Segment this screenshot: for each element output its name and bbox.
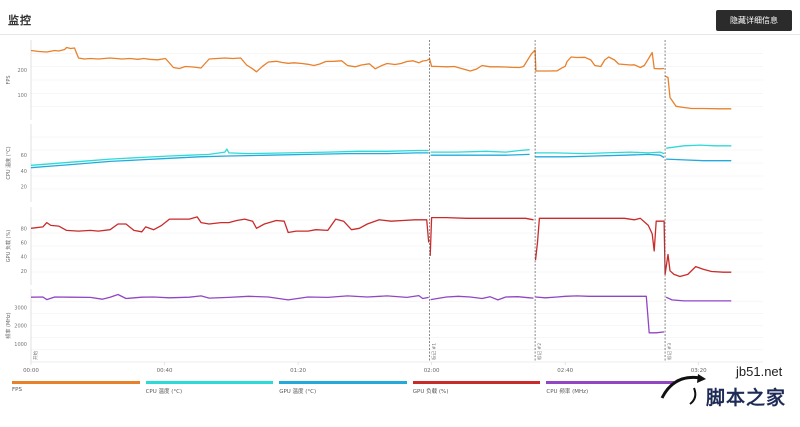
marker-label: 标记 #3 [666,343,673,360]
x-tick-label: 02:00 [424,368,440,374]
series-line [666,144,732,149]
legend-label: CPU 温度 (°C) [145,389,183,395]
header-divider [0,34,800,35]
site-watermark: jb51.net 脚本之家 [640,362,800,427]
legend-swatch [12,381,140,384]
legend-swatch [546,381,674,384]
legend-label: GPU 温度 (°C) [279,389,317,395]
y-tick-label: 40 [21,255,27,261]
x-tick-label: 00:00 [23,368,39,374]
legend-item[interactable]: CPU 频率 (MHz) [546,378,676,402]
series-line [666,158,732,162]
page-title: 监控 [8,15,32,27]
y-tick-label: 100 [17,93,27,99]
series-line [534,217,732,278]
series-line [535,153,665,159]
chart-panel: 60 40 20 CPU 温度 (°C) [5,124,763,202]
marker-label: 标记 #2 [536,343,543,360]
series-line [665,75,732,110]
watermark-logo [660,374,706,405]
legend-item[interactable]: GPU 温度 (°C) [279,378,409,402]
series-line [430,153,530,156]
series-line [429,216,534,256]
y-axis-label: CPU 温度 (°C) [5,146,12,179]
y-axis-label: FPS [6,75,12,84]
y-tick-label: 40 [21,169,27,175]
y-tick-label: 200 [17,68,27,74]
series-line [535,151,665,155]
y-tick-label: 60 [21,240,27,246]
legend-label: CPU 频率 (MHz) [546,389,589,395]
y-tick-label: 20 [21,184,27,190]
chart-panel: 80 60 40 20 GPU 负载 (%) [5,207,763,285]
hide-details-button[interactable]: 隐藏详细信息 [716,10,792,31]
legend-item[interactable]: CPU 温度 (°C) [145,378,276,402]
y-axis-label: GPU 负载 (%) [5,230,12,262]
series-line [30,293,429,301]
series-line [430,295,534,301]
x-tick-label: 00:40 [157,368,173,374]
page-header: 监控 隐藏详细信息 [0,0,800,34]
legend-item[interactable]: FPS [12,378,142,402]
series-line [30,46,665,73]
start-label: 开始 [32,351,39,360]
monitor-chart: 00:00 00:40 01:20 02:00 02:40 03:20 200 100 FPS 6… [5,40,763,374]
y-tick-label: 80 [21,226,27,232]
y-tick-label: 60 [21,153,27,159]
series-line [30,216,430,243]
series-line [535,295,665,334]
y-tick-label: 3000 [14,305,27,311]
legend-swatch [145,381,274,384]
y-tick-label: 1000 [14,342,27,348]
watermark-site-name: 脚本之家 [706,387,787,409]
series-line [30,148,429,166]
y-tick-label: 20 [21,269,27,275]
series-line [665,296,732,302]
legend-item[interactable]: GPU 负载 (%) [412,378,543,402]
legend-label: FPS [12,387,22,393]
x-tick-label: 02:40 [557,368,573,374]
x-tick-label: 03:20 [691,368,707,374]
chart-legend: FPS CPU 温度 (°C) GPU 温度 (°C) GPU 负载 (%) CPU 频… [0,378,800,408]
x-tick-label: 01:20 [290,368,306,374]
y-tick-label: 2000 [14,324,27,330]
legend-label: GPU 负载 (%) [412,389,449,395]
watermark-url: jb51.net [736,364,783,379]
marker-label: 标记 #1 [431,343,438,360]
series-line [30,152,429,169]
legend-swatch [412,381,541,384]
series-line [430,149,530,153]
chart-panel: 200 100 FPS [6,40,763,120]
y-axis-label: 频率 (MHz) [5,312,12,338]
legend-swatch [279,381,407,384]
